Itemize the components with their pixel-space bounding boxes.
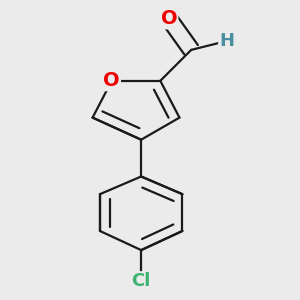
Text: O: O xyxy=(161,10,178,28)
Text: O: O xyxy=(103,71,120,90)
Text: Cl: Cl xyxy=(131,272,151,290)
Text: H: H xyxy=(219,32,234,50)
